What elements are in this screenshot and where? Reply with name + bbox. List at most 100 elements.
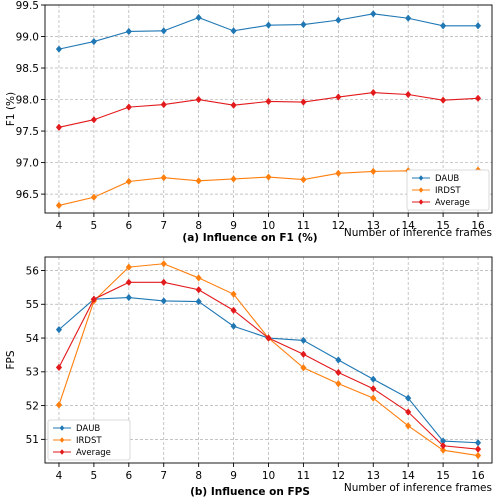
data-point [90,295,98,303]
x-tick-label: 10 [262,220,275,232]
y-tick-label: 55 [26,299,39,311]
data-point [195,95,202,104]
data-point [55,363,63,372]
x-tick-label: 6 [125,220,132,232]
x-tick-label: 13 [367,220,380,232]
data-point [55,45,63,53]
series-average [55,88,482,131]
data-point [160,174,167,182]
x-tick-label: 5 [91,220,98,232]
y-tick-label: 96.5 [16,189,39,201]
y-tick-label: 97.0 [16,157,39,169]
chart-caption: (b) Influence on FPS [190,486,310,498]
series-daub [55,10,482,53]
data-point [160,297,167,305]
data-point [300,350,307,358]
data-point [160,100,167,109]
y-axis-label: FPS [5,350,17,369]
data-point [300,20,307,29]
x-tick-label: 12 [332,220,345,232]
data-point [125,177,132,186]
legend-box [406,169,490,211]
x-tick-label: 12 [332,470,345,482]
chart-panel-fps: 4 5 6 7 8 9 10 11 12 13 14 15 16515253545556FPSNumbe… [5,256,493,498]
data-point [90,116,98,124]
data-point [55,325,63,334]
data-point [474,22,482,30]
data-point [90,193,98,201]
data-point [335,379,342,388]
data-point [474,94,482,102]
chart-panel-f1: 4 5 6 7 8 9 10 11 12 13 14 15 16 96.5 97.0 97.5 98.0 98.5… [5,0,493,244]
data-point [335,356,342,364]
y-tick-label: 53 [26,367,39,379]
chart-caption: (a) Influence on F1 (%) [182,232,317,244]
data-point [335,93,342,101]
data-point [160,278,167,287]
x-tick-label: 7 [160,220,167,232]
x-tick-label: 8 [195,470,202,482]
data-point [300,175,307,184]
x-tick-label: 11 [297,220,310,232]
data-point [405,90,412,99]
data-point [230,27,237,35]
x-tick-label: 10 [262,470,275,482]
x-tick-label: 9 [230,220,237,232]
x-tick-label: 4 [56,220,63,232]
data-point [55,401,63,409]
legend-box [47,419,131,461]
x-tick-label: 14 [402,470,416,482]
y-tick-label: 56 [26,265,40,277]
y-tick-label: 98.5 [16,63,39,75]
data-point [300,364,307,372]
data-point [370,167,377,176]
data-point [474,451,482,460]
data-point [160,260,167,268]
data-point [335,169,342,177]
y-tick-label: 99.0 [16,31,39,43]
data-point [230,101,237,109]
legend-marker [418,187,424,193]
data-point [474,445,482,453]
y-tick-label: 99.5 [16,0,39,12]
x-axis-label: Number of inference frames [344,482,492,494]
y-tick-label: 51 [26,434,39,446]
y-tick-label: 97.5 [16,126,39,138]
data-point [474,439,482,447]
x-tick-label: 14 [402,220,416,232]
x-tick-label: 16 [471,470,485,482]
legend-marker [59,425,65,431]
data-point [195,13,202,22]
legend-marker [418,175,424,181]
data-point [125,278,132,287]
data-point [55,201,63,210]
x-tick-label: 15 [436,470,449,482]
legend: DAUB IRDST Average [47,419,131,461]
data-point [230,322,237,330]
data-point [125,27,132,36]
legend-marker [59,437,65,443]
data-point [265,334,272,342]
data-point [195,286,202,294]
data-point [405,394,412,402]
x-axis-label: Number of inference frames [344,227,492,239]
data-point [439,96,447,104]
data-point [300,336,307,345]
x-tick-label: 6 [125,470,132,482]
data-point [405,422,412,430]
legend-label: IRDST [435,186,461,196]
data-point [195,297,202,306]
x-tick-label: 15 [436,220,449,232]
data-point [230,175,237,183]
data-point [405,14,412,22]
data-point [370,10,377,18]
series-average [55,278,482,453]
legend: DAUB IRDST Average [406,169,490,211]
data-point [370,394,377,402]
legend-label: Average [435,198,470,208]
data-point [230,290,237,298]
y-tick-label: 52 [26,400,39,412]
x-tick-label: 5 [91,470,98,482]
data-point [370,385,377,393]
